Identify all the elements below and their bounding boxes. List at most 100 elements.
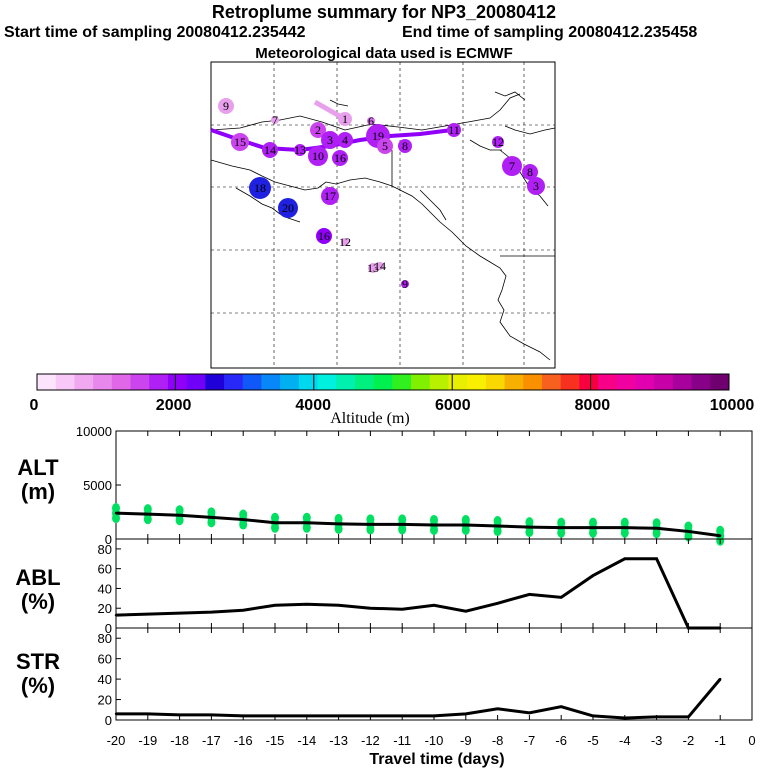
- colorbar-tick: 2000: [156, 397, 192, 414]
- coastlines: [210, 91, 556, 361]
- series-point: [178, 713, 181, 717]
- y-tick-label: 40: [98, 672, 112, 687]
- marker-label: 15: [234, 135, 246, 149]
- alt-scatter-point: [239, 519, 248, 530]
- marker-dot: [401, 280, 409, 288]
- map-marker: 16: [332, 150, 348, 166]
- marker-dot: [338, 112, 352, 126]
- series-point: [146, 712, 149, 716]
- marker-label: 12: [492, 135, 504, 149]
- series-point: [591, 526, 595, 529]
- alt-scatter-point: [620, 527, 629, 538]
- colorbar-cell: [504, 374, 524, 390]
- series-point: [687, 530, 690, 533]
- alt-scatter-point: [143, 514, 152, 525]
- alt-ylabel-name: ALT: [17, 455, 59, 480]
- colorbar-cell: [261, 374, 281, 390]
- colorbar-label: Altitude (m): [330, 410, 410, 427]
- x-tick-label: -19: [138, 733, 157, 748]
- series-point: [210, 713, 213, 717]
- map-marker: 9: [218, 98, 234, 114]
- marker-dot: [447, 123, 461, 137]
- x-tick-label: -10: [425, 733, 444, 748]
- series-point: [719, 534, 722, 537]
- colorbar-cell: [635, 374, 655, 390]
- marker-dot: [502, 156, 522, 176]
- marker-dot: [337, 132, 353, 148]
- series-point: [528, 593, 531, 596]
- series-point: [623, 526, 626, 529]
- marker-dot: [522, 164, 538, 180]
- marker-dot: [294, 144, 306, 156]
- series-point: [496, 602, 499, 605]
- series-point: [528, 525, 531, 529]
- colorbar-tick: 8000: [575, 397, 611, 414]
- map-marker: 8: [398, 139, 412, 153]
- marker-label: 6: [368, 114, 374, 128]
- abl-ylabel-name: ABL: [15, 565, 61, 590]
- map-marker: 13: [294, 143, 306, 157]
- colorbar-cell: [467, 374, 487, 390]
- map-marker: 5: [377, 138, 393, 154]
- map-marker: 18: [249, 177, 271, 199]
- alt-scatter-point: [271, 522, 279, 533]
- series-point: [496, 707, 499, 710]
- series-point: [528, 711, 531, 715]
- colorbar-cell: [224, 374, 244, 390]
- colorbar-cell: [411, 374, 431, 390]
- marker-dot: [321, 131, 339, 149]
- series-point: [242, 518, 245, 521]
- marker-label: 2: [315, 123, 321, 137]
- marker-label: 11: [448, 123, 460, 137]
- map-marker: 9: [401, 277, 409, 291]
- series-point: [655, 557, 658, 560]
- colorbar-cell: [373, 374, 393, 390]
- y-tick-label: 80: [98, 542, 112, 557]
- x-tick-label: -12: [361, 733, 380, 748]
- series-point: [401, 608, 404, 611]
- marker-label: 12: [339, 235, 351, 249]
- marker-dot: [321, 187, 339, 205]
- met-data-note: Meteorological data used is ECMWF: [255, 45, 513, 62]
- colorbar-cell: [317, 374, 337, 390]
- alt-scatter-point: [334, 523, 343, 534]
- sampling-times: Start time of sampling 20080412.235442 E…: [0, 24, 768, 42]
- colorbar-tick: 0: [30, 397, 39, 414]
- marker-label: 16: [334, 151, 346, 165]
- chart-title: Retroplume summary for NP3_20080412: [211, 2, 557, 22]
- x-tick-label: -1: [714, 733, 726, 748]
- marker-label: 13: [367, 261, 379, 275]
- series-point: [560, 596, 563, 599]
- marker-label: 10: [312, 149, 324, 163]
- y-tick-label: 0: [105, 713, 112, 728]
- series-point: [210, 516, 213, 519]
- colorbar-cell: [448, 374, 468, 390]
- alt-scatter-point: [398, 524, 407, 535]
- map-marker: 16: [316, 228, 332, 244]
- alt-scatter-point: [207, 517, 216, 528]
- x-tick-label: -14: [297, 733, 316, 748]
- marker-label: 7: [509, 159, 515, 173]
- colorbar-cell: [37, 374, 57, 390]
- x-axis: -20 -19 -18 -17 -16 -15 -14 -13 -12 -11 -10 -9 -8 -7-…: [107, 733, 756, 768]
- colorbar-cell: [541, 374, 562, 390]
- marker-label: 16: [318, 229, 330, 243]
- marker-dot: [376, 262, 384, 270]
- colorbar-cell: [280, 374, 300, 390]
- map-marker: 10: [308, 146, 328, 166]
- str-ylabel-name: STR: [16, 649, 60, 674]
- marker-label: 18: [254, 181, 266, 195]
- map-marker: 6: [367, 114, 375, 128]
- alt-scatter-point: [652, 528, 661, 539]
- marker-dot: [341, 238, 349, 246]
- series-point: [464, 712, 467, 716]
- colorbar-cell: [111, 374, 132, 390]
- series-line: [115, 511, 721, 538]
- y-tick-label: 60: [98, 652, 112, 667]
- series-point: [719, 677, 722, 681]
- panel-frame: [115, 627, 753, 721]
- panel-str: 80 60 40 20 0: [98, 627, 753, 728]
- x-tick-label: -16: [234, 733, 253, 748]
- colorbar-cell: [130, 374, 150, 390]
